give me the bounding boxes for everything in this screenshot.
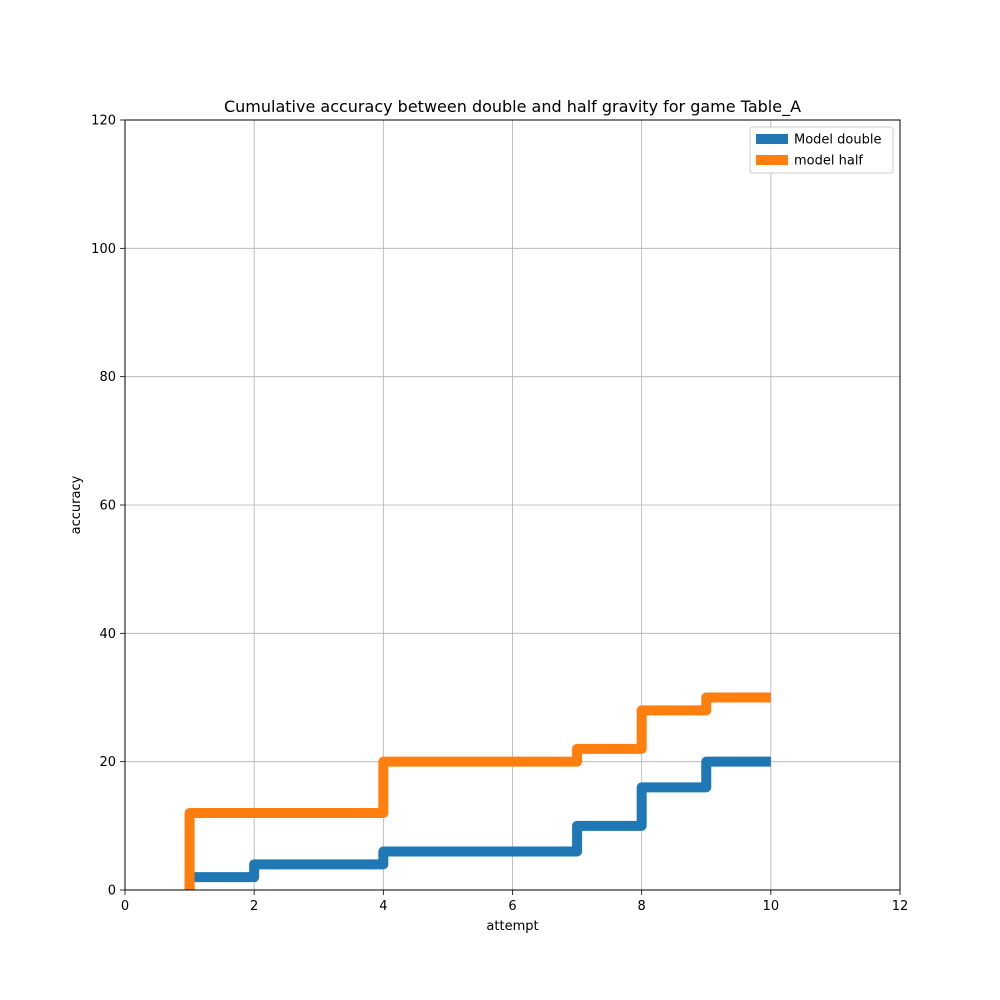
legend: Model double model half <box>749 126 894 174</box>
y-tick-label: 100 <box>91 242 116 257</box>
x-tick-label: 4 <box>379 899 387 914</box>
x-tick-label: 6 <box>508 899 516 914</box>
x-tick-label: 0 <box>121 899 129 914</box>
y-tick-label: 0 <box>108 884 116 899</box>
y-axis-label: accuracy <box>69 475 84 534</box>
x-tick-label: 12 <box>892 899 909 914</box>
x-axis-label: attempt <box>486 919 538 934</box>
x-tick-label: 8 <box>638 899 646 914</box>
y-tick-label: 20 <box>99 755 116 770</box>
chart-title: Cumulative accuracy between double and h… <box>224 97 801 117</box>
x-tick-label: 2 <box>250 899 258 914</box>
y-tick-label: 120 <box>91 114 116 129</box>
x-tick-label: 10 <box>763 899 780 914</box>
series-line-model-double <box>184 756 771 890</box>
y-tick-label: 80 <box>99 370 116 385</box>
legend-label: model half <box>794 154 863 169</box>
y-tick-label: 40 <box>99 627 116 642</box>
legend-label: Model double <box>794 133 881 148</box>
y-tick-label: 60 <box>99 499 116 514</box>
series-layer <box>184 692 771 890</box>
series-line-model-half <box>184 692 771 890</box>
